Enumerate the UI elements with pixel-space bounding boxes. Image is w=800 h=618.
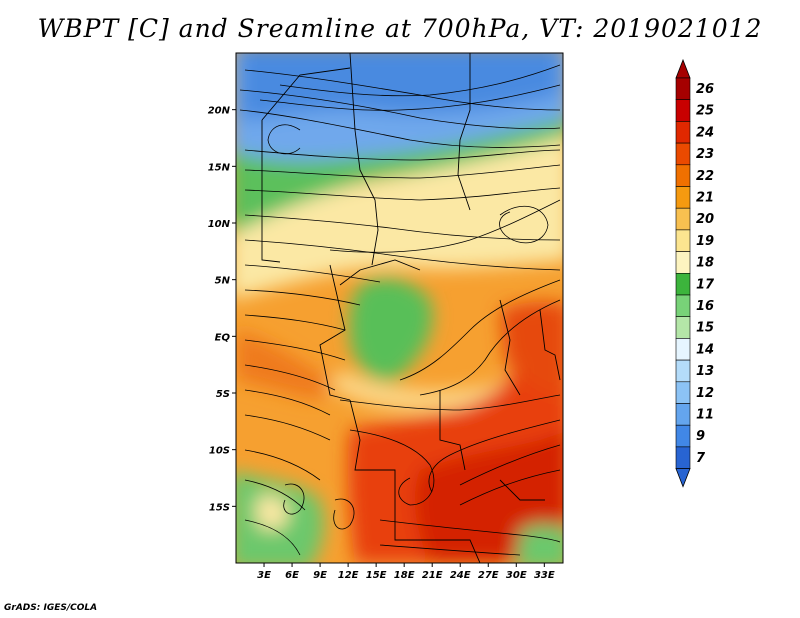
colorbar-segment <box>675 403 691 426</box>
colorbar-label: 7 <box>696 451 706 466</box>
lat-tick-label: 5S <box>216 389 230 400</box>
colorbar-segment <box>675 207 691 231</box>
lon-tick-label: 21E <box>422 570 443 581</box>
colorbar: 26 25 24 23 22 21 20 19 18 17 16 15 14 13 12 11 9 7 <box>675 58 715 488</box>
colorbar-segment <box>675 251 691 274</box>
lat-tick-label: 15N <box>208 162 231 173</box>
colorbar-label: 12 <box>696 386 714 401</box>
longitude-axis: 3E 6E 9E 12E 15E 18E 21E 24E 27E 30E 33E <box>257 563 555 581</box>
colorbar-segment <box>675 186 691 209</box>
lon-tick-label: 6E <box>285 570 299 581</box>
colorbar-segment <box>675 338 691 361</box>
colorbar-label: 24 <box>696 125 714 140</box>
colorbar-label: 25 <box>696 104 714 119</box>
colorbar-label: 17 <box>696 277 715 292</box>
lat-tick-label: 5N <box>215 276 231 287</box>
colorbar-label: 23 <box>696 147 714 162</box>
colorbar-label: 22 <box>696 169 714 184</box>
colorbar-segment <box>675 142 691 166</box>
colorbar-min-arrow <box>675 468 691 488</box>
colorbar-max-arrow <box>675 58 691 79</box>
lat-tick-label: EQ <box>215 332 231 343</box>
colorbar-label: 16 <box>696 299 714 314</box>
colorbar-label: 14 <box>696 342 714 357</box>
lat-tick-label: 20N <box>208 106 231 117</box>
colorbar-label: 18 <box>696 256 714 271</box>
colorbar-label: 15 <box>696 321 714 336</box>
colorbar-segment <box>675 294 691 318</box>
colorbar-label: 11 <box>696 408 714 423</box>
lon-tick-label: 18E <box>394 570 415 581</box>
lon-tick-label: 33E <box>534 570 555 581</box>
latitude-axis: 20N 15N 10N 5N EQ 5S 10S 15S <box>208 106 236 513</box>
lon-tick-label: 27E <box>478 570 499 581</box>
country-borders <box>261 53 561 563</box>
colorbar-label: 20 <box>696 212 714 227</box>
colorbar-segment <box>675 316 691 339</box>
colorbar-segment <box>675 446 691 469</box>
map-title: WBPT [C] and Sreamline at 700hPa, VT: 20… <box>37 14 763 43</box>
colorbar-segment <box>675 381 691 404</box>
lon-tick-label: 9E <box>313 570 327 581</box>
colorbar-segment <box>675 424 691 448</box>
lat-tick-label: 15S <box>209 502 230 513</box>
lat-tick-label: 10S <box>209 446 230 457</box>
colorbar-segment <box>675 99 691 122</box>
colorbar-label: 26 <box>696 82 714 97</box>
colorbar-label: 13 <box>696 364 714 379</box>
colorbar-segment <box>675 121 691 144</box>
lon-tick-label: 30E <box>506 570 527 581</box>
map-frame <box>235 52 564 564</box>
lon-tick-label: 3E <box>257 570 271 581</box>
colorbar-segment <box>675 359 691 383</box>
colorbar-segment <box>675 77 691 101</box>
colorbar-label: 19 <box>696 234 714 249</box>
grads-credit: GrADS: IGES/COLA <box>4 603 98 613</box>
colorbar-label: 21 <box>696 191 714 206</box>
lon-tick-label: 24E <box>450 570 471 581</box>
streamlines <box>239 64 561 556</box>
lon-tick-label: 12E <box>338 570 359 581</box>
colorbar-segment <box>675 164 691 187</box>
colorbar-segment <box>675 229 691 252</box>
colorbar-segment <box>675 272 691 296</box>
lat-tick-label: 10N <box>208 219 231 230</box>
lon-tick-label: 15E <box>366 570 387 581</box>
wbpt-shading <box>236 53 563 563</box>
colorbar-label: 9 <box>696 429 705 444</box>
